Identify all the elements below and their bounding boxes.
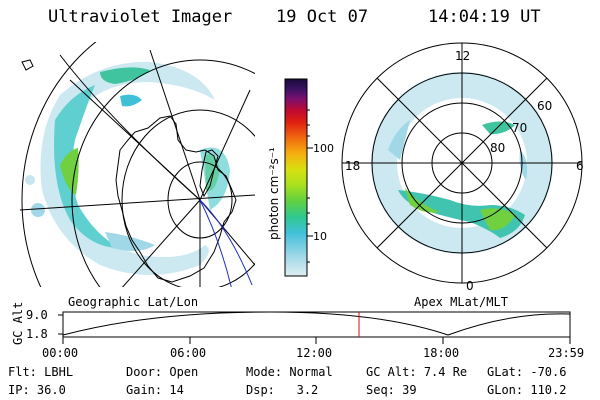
timeline-ytick-min: 1.8 xyxy=(26,327,48,341)
date-label: 19 Oct 07 xyxy=(276,7,369,27)
timeline-xtick: 12:00 xyxy=(296,346,333,360)
colorbar-tick-10: 10 xyxy=(313,230,327,243)
auroral-emission-left xyxy=(25,61,230,275)
info-dsp: Dsp: 3.2 xyxy=(246,383,319,397)
time-label: 14:04:19 UT xyxy=(428,7,541,27)
mlt-label-12: 12 xyxy=(455,49,470,63)
mlt-label-18: 18 xyxy=(345,159,360,173)
info-door: Door: Open xyxy=(126,365,199,379)
info-gc-alt: GC Alt: 7.4 Re xyxy=(366,365,468,379)
altitude-curve xyxy=(62,311,571,336)
timeline-ytick-max: 9.0 xyxy=(26,308,48,322)
mlat-label-60: 60 xyxy=(537,99,552,113)
mlat-label-70: 70 xyxy=(512,121,527,135)
mlat-label-80: 80 xyxy=(490,141,505,155)
info-mode: Mode: Normal xyxy=(246,365,333,379)
left-panel-label: Geographic Lat/Lon xyxy=(68,295,199,309)
info-seq: Seq: 39 xyxy=(366,383,417,397)
lat-lon-grid xyxy=(20,42,255,287)
timeline-xtick: 00:00 xyxy=(42,346,79,360)
altitude-timeline xyxy=(58,311,571,344)
mlt-label-0: 0 xyxy=(466,279,474,293)
info-glon: GLon: 110.2 xyxy=(487,383,567,397)
antarctica-coastline xyxy=(115,115,237,283)
timeline-axis-label: GC Alt xyxy=(11,301,25,345)
instrument-title: Ultraviolet Imager xyxy=(48,7,233,27)
info-filter: Flt: LBHL xyxy=(8,365,74,379)
right-panel-label: Apex MLat/MLT xyxy=(414,295,508,309)
info-gain: Gain: 14 xyxy=(126,383,184,397)
timeline-frame xyxy=(62,311,571,338)
mlt-label-6: 6 xyxy=(576,159,584,173)
geographic-map xyxy=(20,42,255,287)
info-glat: GLat: -70.6 xyxy=(487,365,567,379)
info-ip: IP: 36.0 xyxy=(8,383,66,397)
polar-plot: 12 18 6 0 60 70 80 xyxy=(341,42,584,293)
timeline-xtick: 06:00 xyxy=(170,346,207,360)
colorbar-tick-100: 100 xyxy=(313,142,334,155)
colorbar-unit-label: photon cm⁻²s⁻¹ xyxy=(267,147,281,240)
timeline-xtick: 23:59 xyxy=(548,346,585,360)
colorbar xyxy=(284,78,308,277)
timeline-xtick: 18:00 xyxy=(423,346,460,360)
